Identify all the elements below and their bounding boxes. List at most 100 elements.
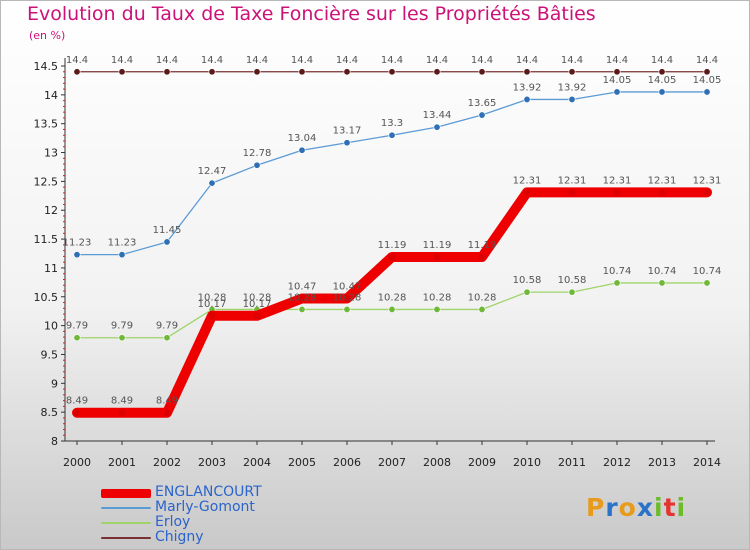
data-point-chigny <box>568 68 576 76</box>
data-label-marly-gomont: 11.45 <box>153 225 182 236</box>
data-point-marly-gomont <box>208 179 216 187</box>
data-label-erloy: 9.79 <box>156 321 178 332</box>
data-point-erloy <box>433 305 441 313</box>
data-point-chigny <box>613 68 621 76</box>
y-tick-label: 9 <box>51 377 58 390</box>
data-label-erloy: 10.58 <box>513 275 542 286</box>
data-point-englancourt <box>613 188 621 196</box>
data-label-chigny: 14.4 <box>426 55 448 66</box>
data-point-erloy <box>388 305 396 313</box>
y-tick-label: 14.5 <box>34 60 59 73</box>
data-label-marly-gomont: 14.05 <box>693 75 722 86</box>
legend-label-marly-gomont: Marly-Gomont <box>155 499 255 515</box>
data-label-chigny: 14.4 <box>246 55 268 66</box>
data-label-marly-gomont: 11.23 <box>108 238 137 249</box>
data-point-marly-gomont <box>523 95 531 103</box>
data-label-chigny: 14.4 <box>651 55 673 66</box>
data-point-erloy <box>478 305 486 313</box>
data-point-erloy <box>118 334 126 342</box>
data-point-englancourt <box>163 409 171 417</box>
logo-letter: r <box>605 493 619 522</box>
data-label-erloy: 10.28 <box>378 292 407 303</box>
data-label-chigny: 14.4 <box>156 55 178 66</box>
data-point-erloy <box>658 279 666 287</box>
logo-letter: i <box>676 493 687 522</box>
y-tick-label: 12.5 <box>34 175 59 188</box>
data-point-englancourt <box>118 409 126 417</box>
x-tick-label: 2011 <box>558 456 586 469</box>
data-label-chigny: 14.4 <box>516 55 538 66</box>
data-point-chigny <box>523 68 531 76</box>
data-point-englancourt <box>208 312 216 320</box>
data-label-marly-gomont: 12.47 <box>198 166 227 177</box>
unit-label: (en %) <box>29 29 66 42</box>
data-point-erloy <box>73 334 81 342</box>
logo-letter: P <box>586 493 606 522</box>
data-point-englancourt <box>388 253 396 261</box>
data-label-englancourt: 10.17 <box>243 299 272 310</box>
x-tick-label: 2001 <box>108 456 136 469</box>
logo-letter: i <box>654 493 664 522</box>
x-tick-label: 2002 <box>153 456 181 469</box>
data-point-chigny <box>298 68 306 76</box>
x-tick-label: 2003 <box>198 456 226 469</box>
y-tick-label: 9.5 <box>41 348 59 361</box>
y-tick-label: 10 <box>44 320 58 333</box>
y-tick-label: 12 <box>44 204 58 217</box>
data-label-erloy: 10.28 <box>333 292 362 303</box>
legend-item-chigny[interactable]: Chigny <box>101 530 341 545</box>
data-label-marly-gomont: 13.3 <box>381 118 403 129</box>
data-label-chigny: 14.4 <box>66 55 88 66</box>
data-point-erloy <box>703 279 711 287</box>
data-point-englancourt <box>703 188 711 196</box>
data-label-englancourt: 10.47 <box>288 282 317 293</box>
data-label-marly-gomont: 13.65 <box>468 98 497 109</box>
data-point-marly-gomont <box>703 88 711 96</box>
data-point-englancourt <box>253 312 261 320</box>
data-point-marly-gomont <box>613 88 621 96</box>
data-point-chigny <box>118 68 126 76</box>
data-point-englancourt <box>658 188 666 196</box>
x-tick-label: 2009 <box>468 456 496 469</box>
x-tick-label: 2005 <box>288 456 316 469</box>
y-tick-label: 8 <box>51 435 58 448</box>
x-tick-label: 2000 <box>63 456 91 469</box>
y-tick-label: 13 <box>44 147 58 160</box>
data-label-englancourt: 12.31 <box>558 175 587 186</box>
logo-letter: o <box>618 493 637 522</box>
data-label-chigny: 14.4 <box>111 55 133 66</box>
y-tick-label: 11 <box>44 262 58 275</box>
data-label-erloy: 10.74 <box>648 266 677 277</box>
data-point-chigny <box>388 68 396 76</box>
data-point-chigny <box>73 68 81 76</box>
data-label-marly-gomont: 14.05 <box>603 75 632 86</box>
data-label-englancourt: 12.31 <box>603 175 632 186</box>
data-point-erloy <box>523 288 531 296</box>
data-label-erloy: 10.74 <box>693 266 722 277</box>
data-label-erloy: 10.58 <box>558 275 587 286</box>
data-label-englancourt: 12.31 <box>693 175 722 186</box>
data-label-marly-gomont: 13.92 <box>558 82 587 93</box>
legend-item-marly-gomont[interactable]: Marly-Gomont <box>101 500 341 515</box>
data-point-chigny <box>658 68 666 76</box>
legend-item-erloy[interactable]: Erloy <box>101 515 341 530</box>
data-point-marly-gomont <box>253 161 261 169</box>
chart-title: Evolution du Taux de Taxe Foncière sur l… <box>27 3 596 25</box>
data-label-englancourt: 8.49 <box>111 396 133 407</box>
data-label-chigny: 14.4 <box>606 55 628 66</box>
data-label-erloy: 10.28 <box>288 292 317 303</box>
data-point-marly-gomont <box>298 146 306 154</box>
legend-item-englancourt[interactable]: ENGLANCOURT <box>101 485 341 500</box>
data-label-chigny: 14.4 <box>381 55 403 66</box>
data-point-marly-gomont <box>433 123 441 131</box>
x-tick-label: 2008 <box>423 456 451 469</box>
y-tick-label: 10.5 <box>34 291 59 304</box>
data-point-erloy <box>343 305 351 313</box>
data-label-englancourt: 10.47 <box>333 282 362 293</box>
data-label-marly-gomont: 14.05 <box>648 75 677 86</box>
legend-label-englancourt: ENGLANCOURT <box>155 484 262 500</box>
data-label-erloy: 10.28 <box>468 292 497 303</box>
data-point-erloy <box>298 305 306 313</box>
